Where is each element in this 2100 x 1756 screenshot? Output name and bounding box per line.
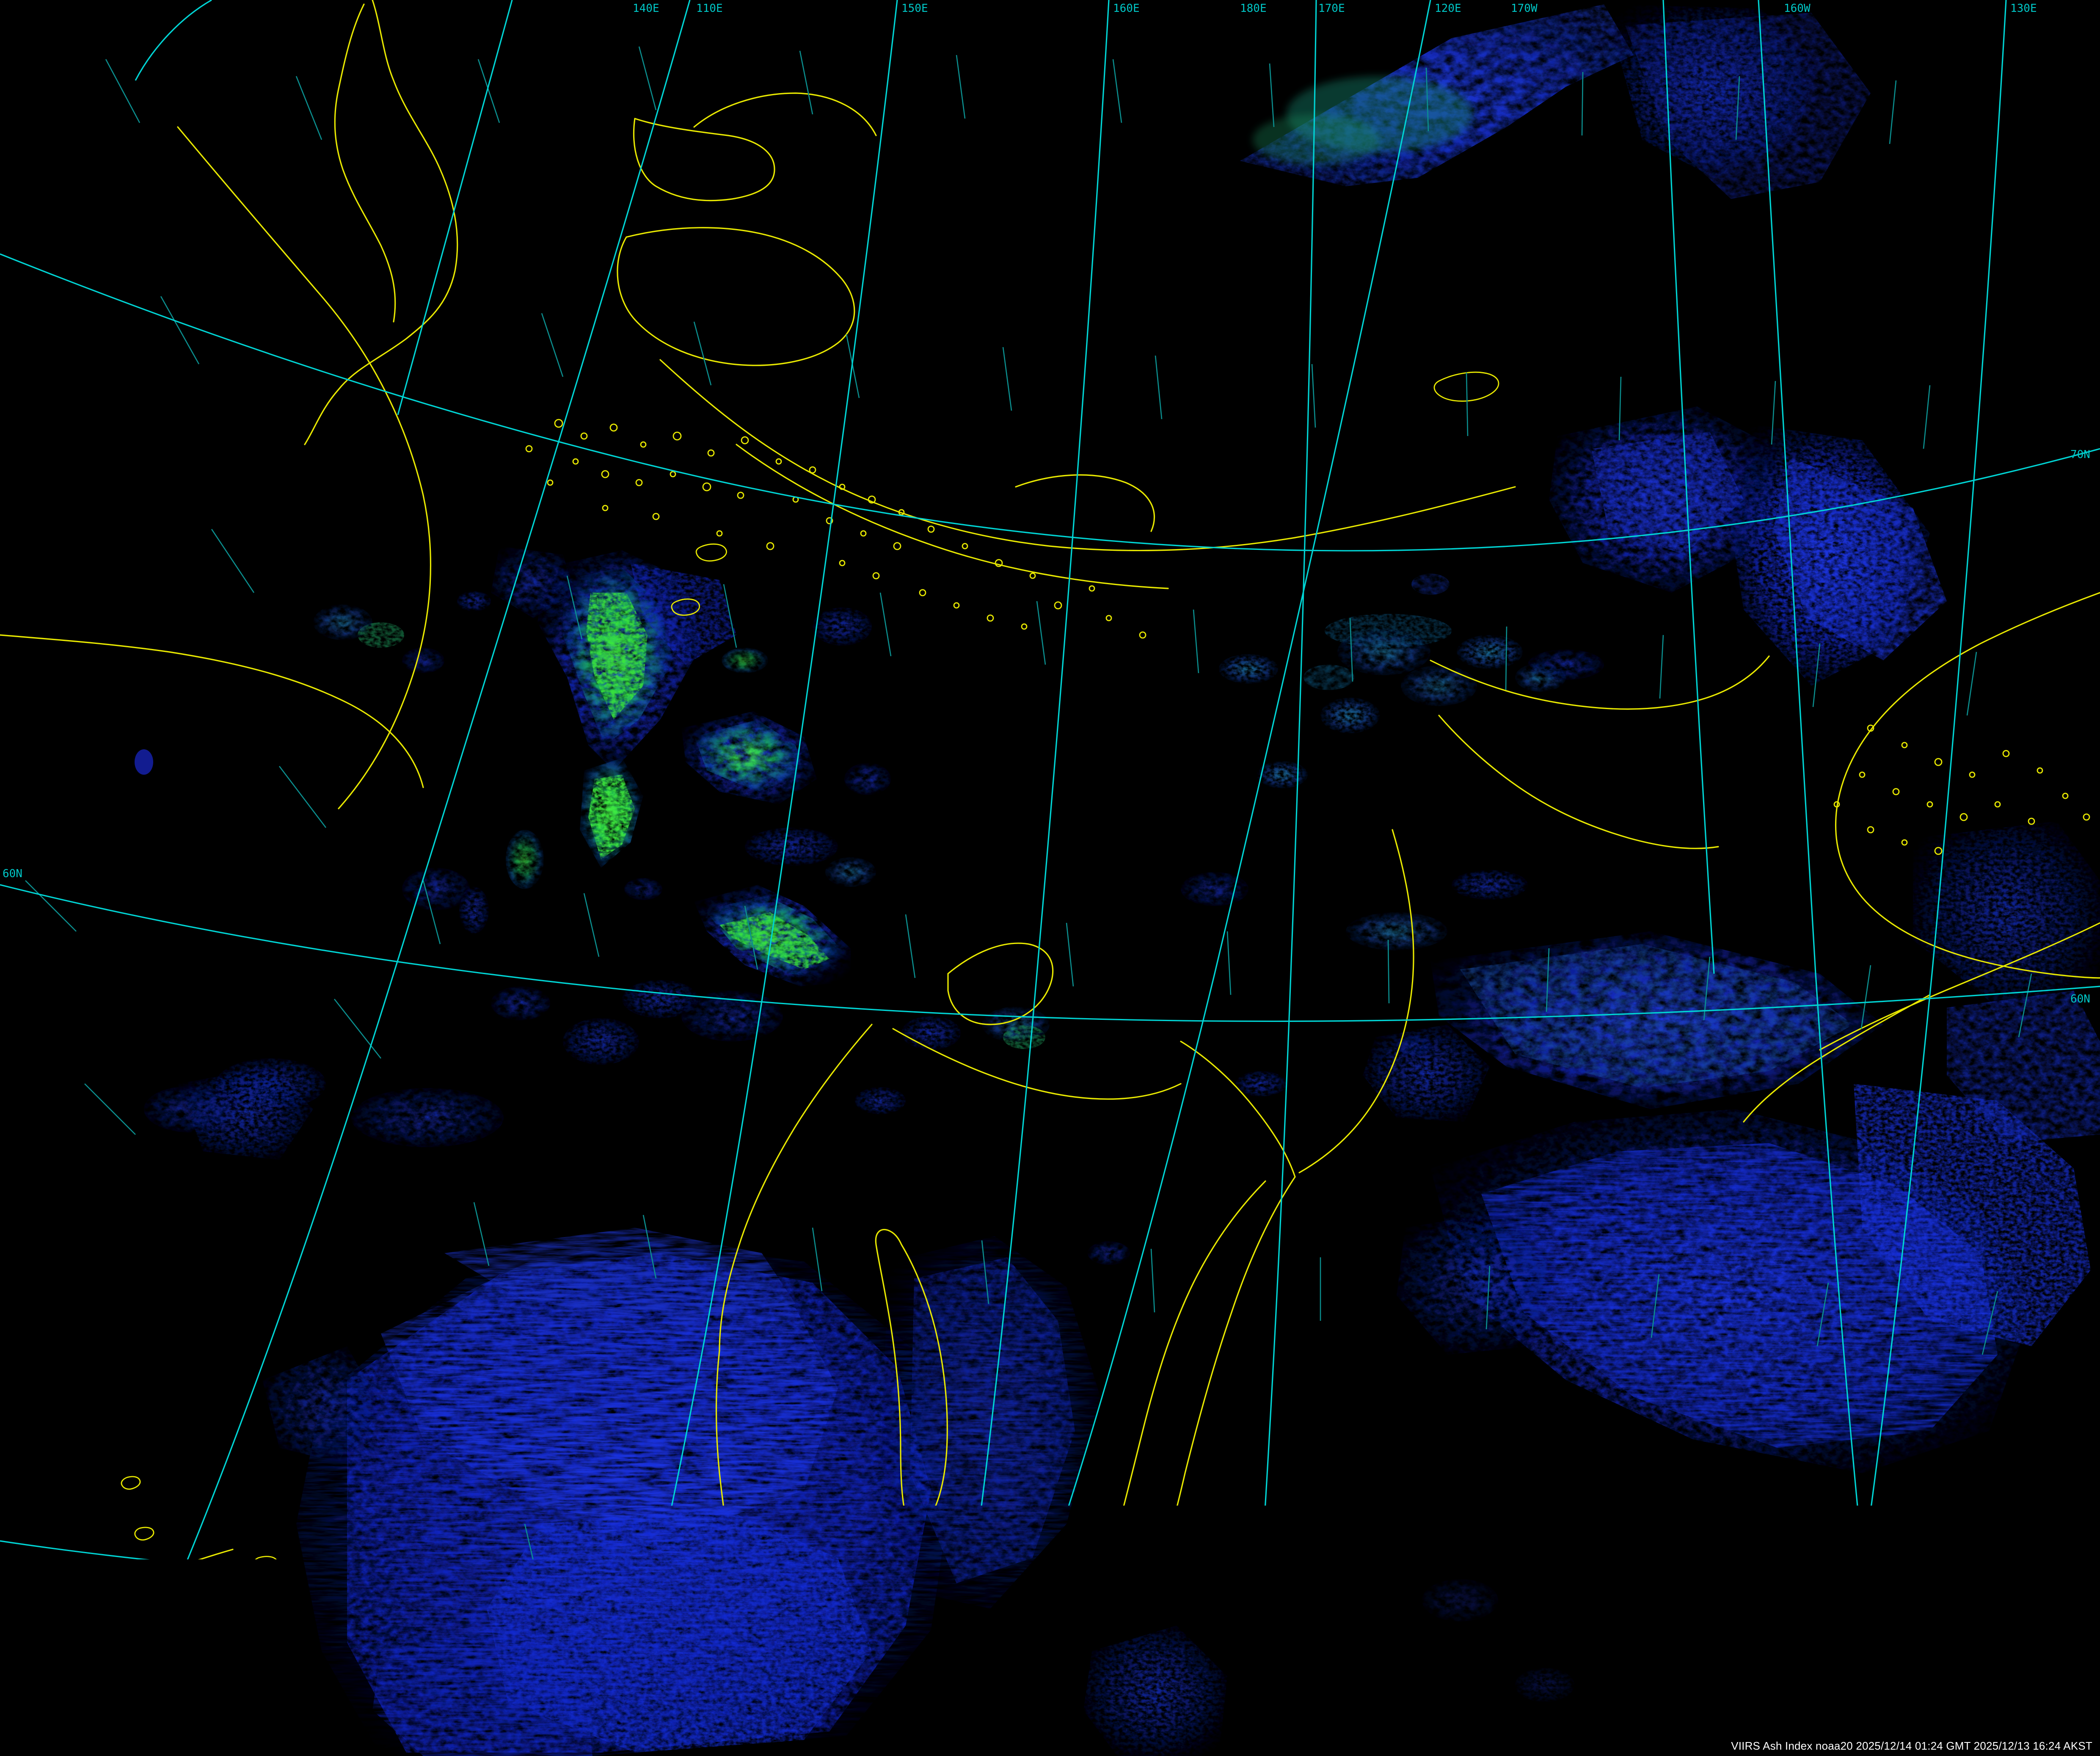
- cloud-cells-east-siberia: [1257, 574, 1604, 788]
- label-lon-150E-bottom: 150E: [432, 1739, 458, 1752]
- coast-arctic-shield-arc: [178, 127, 430, 809]
- coast-korea: [0, 1662, 165, 1698]
- coast-kamchatka-neck: [1181, 1041, 1295, 1177]
- label-lon-170W-top: 170W: [1511, 2, 1538, 15]
- product-caption: VIIRS Ash Index noaa20 2025/12/14 01:24 …: [1731, 1739, 2092, 1753]
- coast-kuril-islands: [938, 1585, 1061, 1729]
- coast-anadyr: [1439, 715, 1718, 848]
- label-lat-50N-right: 50N: [2070, 1582, 2090, 1595]
- label-lat-60N-left: 60N: [3, 867, 22, 880]
- coast-kamchatka-shore: [1299, 830, 1414, 1173]
- label-lat-70N-right: 70N: [2070, 448, 2090, 461]
- meridian-160W: [398, 0, 512, 415]
- ash-index-data-layer: [135, 4, 2100, 1756]
- coast-taymyr: [1016, 475, 1155, 531]
- coast-aleutian-islands: [1448, 1517, 2096, 1673]
- coast-baffin: [694, 93, 876, 135]
- label-lon-110E: 110E: [696, 2, 723, 15]
- label-lon-170E-top: 170E: [1318, 2, 1345, 15]
- label-lon-150E-top: 150E: [901, 2, 928, 15]
- label-lon-160E-top: 160E: [1113, 2, 1140, 15]
- label-lon-160W-top: 160W: [1784, 2, 1811, 15]
- coast-siberia-north2: [736, 445, 1168, 588]
- coast-canadian-arctic-islands: [634, 119, 774, 201]
- coast-victoria-island: [617, 228, 854, 365]
- label-lon-140E-top: 140E: [633, 2, 659, 15]
- coast-siberia-north: [660, 360, 1515, 550]
- coast-primorye: [0, 1566, 229, 1664]
- coast-greenland: [305, 0, 457, 445]
- cloud-field-north-pacific: [178, 1067, 952, 1756]
- label-lon-120E: 120E: [1435, 2, 1461, 15]
- cloud-patch-chukotka: [1549, 406, 1947, 686]
- cloud-field-bering: [1346, 821, 2100, 1473]
- label-lon-170E-bottom: 170E: [1435, 1739, 1461, 1752]
- map-layers: 110E 120E 130E 140E 150E 160E 170E 180E …: [0, 0, 2100, 1756]
- graticule-labels-top: 110E 120E 130E 140E 150E 160E 170E 180E …: [633, 2, 2037, 15]
- meridian-170E: [1246, 0, 1316, 1756]
- meridian-140E: [135, 0, 212, 80]
- meridian-180E: [1758, 0, 1888, 1756]
- label-lon-180E-top: 180E: [1240, 2, 1267, 15]
- coast-mainland-north: [0, 635, 423, 787]
- coast-primorye-inland: [0, 1549, 233, 1647]
- label-lon-130E: 130E: [2010, 2, 2037, 15]
- label-lon-140E-bottom: 140E: [105, 1739, 132, 1752]
- label-lat-60N-right: 60N: [2070, 993, 2090, 1005]
- ash-plume-arctic-east: [1240, 4, 1871, 199]
- label-lon-160E-bottom: 160E: [1021, 1739, 1047, 1752]
- satellite-map-canvas: 110E 120E 130E 140E 150E 160E 170E 180E …: [0, 0, 2100, 1756]
- coast-greenland-west: [335, 4, 395, 322]
